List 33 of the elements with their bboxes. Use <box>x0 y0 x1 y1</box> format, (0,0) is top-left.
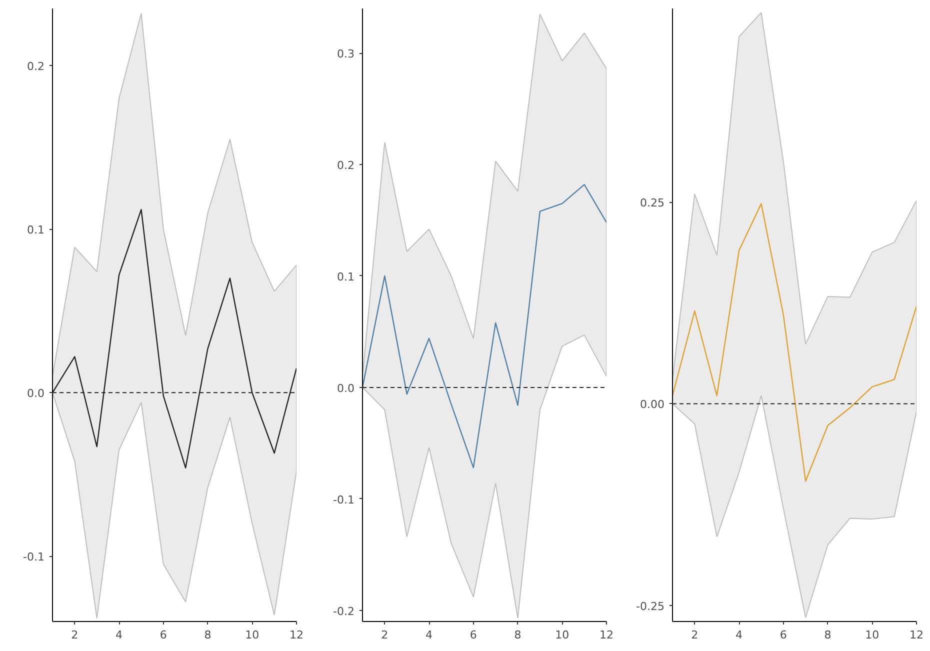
x-tick-label: 10 <box>865 628 880 642</box>
line-series <box>362 184 606 468</box>
x-tick-label: 6 <box>780 628 787 642</box>
y-tick-label: 0.0 <box>337 382 355 395</box>
y-tick-label: -0.2 <box>333 604 355 618</box>
x-tick-label: 4 <box>426 628 433 642</box>
x-tick-label: 10 <box>555 628 570 642</box>
x-tick-label: 12 <box>910 628 924 642</box>
x-tick-label: 12 <box>290 628 304 642</box>
x-tick-label: 6 <box>160 628 167 642</box>
x-tick-label: 2 <box>691 628 698 642</box>
y-tick-label: -0.1 <box>333 493 355 506</box>
x-tick-label: 8 <box>824 628 832 642</box>
y-tick-label: 0.00 <box>640 398 665 412</box>
x-tick-label: 8 <box>204 628 212 642</box>
y-tick-label: 0.3 <box>337 48 355 61</box>
y-tick-label: 0.25 <box>640 196 665 210</box>
line-series <box>672 203 916 482</box>
x-tick-label: 2 <box>381 628 388 642</box>
y-tick-label: -0.25 <box>636 600 665 613</box>
x-tick-label: 10 <box>245 628 260 642</box>
x-tick-label: 8 <box>514 628 522 642</box>
x-tick-label: 12 <box>600 628 614 642</box>
y-tick-label: 0.1 <box>337 270 355 284</box>
x-tick-label: 4 <box>116 628 123 642</box>
y-tick-label: 0.0 <box>27 387 45 400</box>
y-tick-label: 0.2 <box>27 60 45 74</box>
x-tick-label: 6 <box>470 628 477 642</box>
y-tick-label: 0.2 <box>337 159 355 172</box>
y-tick-label: -0.1 <box>23 550 45 564</box>
x-tick-label: 2 <box>71 628 78 642</box>
y-tick-label: 0.1 <box>27 224 45 237</box>
x-tick-label: 4 <box>736 628 743 642</box>
